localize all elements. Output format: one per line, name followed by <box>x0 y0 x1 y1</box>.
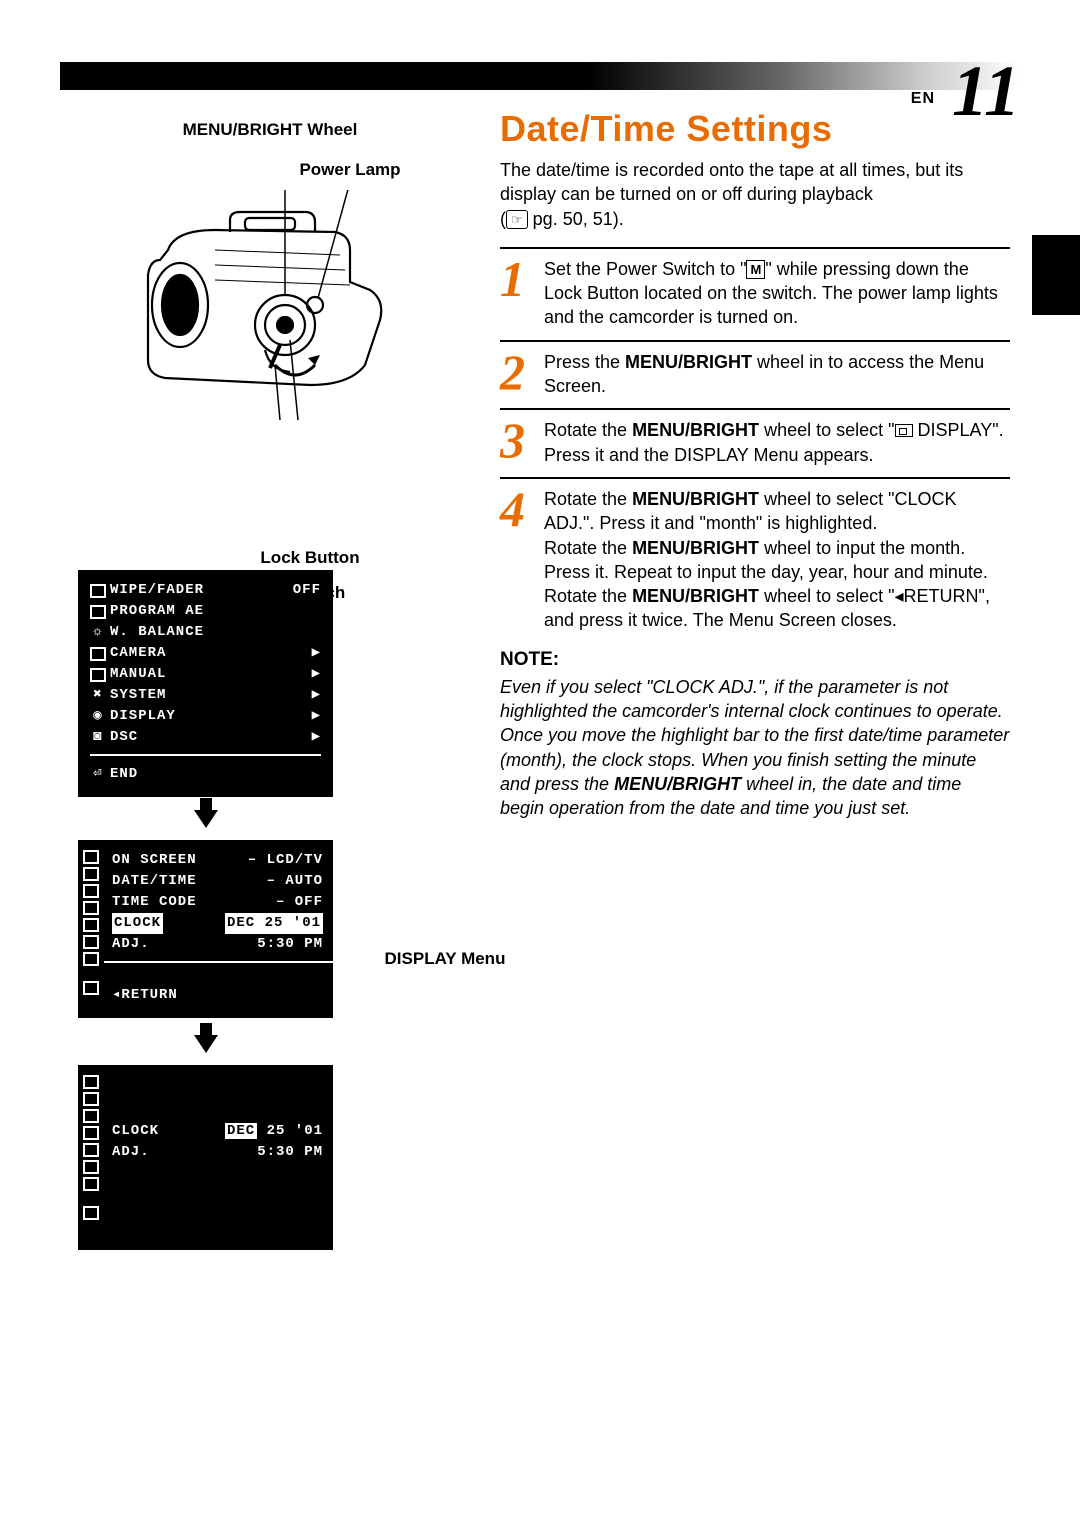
step-4: 4 Rotate the MENU/BRIGHT wheel to select… <box>500 477 1010 639</box>
step-text: Rotate the MENU/BRIGHT wheel to select "… <box>544 418 1010 467</box>
mini-icon <box>83 1109 99 1123</box>
left-column: MENU/BRIGHT Wheel Power Lamp <box>60 120 480 420</box>
m-mode-icon: M <box>746 260 765 280</box>
arrow-right-icon: ▶ <box>312 685 321 706</box>
section-title: Date/Time Settings <box>500 108 1010 150</box>
mini-icon <box>83 901 99 915</box>
mini-icon <box>83 1126 99 1140</box>
menu-item: DISPLAY <box>110 706 176 727</box>
menu-screen-2: ON SCREEN – LCD/TV DATE/TIME – AUTO TIME C… <box>78 840 333 1018</box>
mini-icon <box>83 1177 99 1191</box>
mini-icon <box>83 1075 99 1089</box>
icon-column <box>78 840 104 1018</box>
page-ref-icon: ☞ <box>506 210 528 230</box>
step-text: Rotate the MENU/BRIGHT wheel to select "… <box>544 487 1010 633</box>
down-arrow-icon <box>194 810 218 828</box>
label-lock-button: Lock Button <box>235 548 385 568</box>
step-number: 1 <box>500 257 536 330</box>
menu-item: WIPE/FADER <box>110 580 204 601</box>
mini-icon <box>83 850 99 864</box>
arrow-right-icon: ▶ <box>312 643 321 664</box>
camcorder-illustration <box>120 190 420 420</box>
mini-icon <box>83 1092 99 1106</box>
return-icon: ⏎ <box>90 764 106 785</box>
right-column: Date/Time Settings The date/time is reco… <box>500 108 1010 821</box>
menu-val: – LCD/TV <box>248 850 323 871</box>
label-display-menu: DISPLAY Menu <box>370 949 520 969</box>
mini-icon <box>83 867 99 881</box>
menu-item: MANUAL <box>110 664 166 685</box>
menu-screen-1: WIPE/FADER OFF PROGRAM AE ☼W. BALANCE CAM… <box>78 570 333 797</box>
return-icon <box>83 981 99 995</box>
mini-icon <box>83 1160 99 1174</box>
header-bar <box>60 62 1020 90</box>
menu-return: ◂RETURN <box>112 985 178 1006</box>
clock-label: CLOCK <box>112 1121 159 1142</box>
mini-icon <box>83 918 99 932</box>
menu-screen-3: CLOCK DEC 25 '01 ADJ. 5:30 PM <box>78 1065 333 1250</box>
step-text: Set the Power Switch to "M" while pressi… <box>544 257 1010 330</box>
intro-text: The date/time is recorded onto the tape … <box>500 158 1010 231</box>
menu-end: END <box>110 764 138 785</box>
dsc-icon: ◙ <box>90 727 106 748</box>
note-heading: NOTE: <box>500 649 1010 671</box>
mini-icon <box>83 935 99 949</box>
return-icon <box>83 1206 99 1220</box>
mini-icon <box>83 1143 99 1157</box>
icon-column <box>78 1065 104 1250</box>
program-icon <box>90 605 106 619</box>
menu-item: W. BALANCE <box>110 622 204 643</box>
menu-val: – AUTO <box>267 871 323 892</box>
adj-label: ADJ. <box>112 1142 150 1163</box>
step-number: 3 <box>500 418 536 467</box>
menu-item: CAMERA <box>110 643 166 664</box>
arrow-right-icon: ▶ <box>312 727 321 748</box>
wipe-icon <box>90 584 106 598</box>
camcorder-svg <box>120 190 420 420</box>
menu-key: TIME CODE <box>112 892 197 913</box>
menu-key: ADJ. <box>112 934 150 955</box>
note-body: Even if you select "CLOCK ADJ.", if the … <box>500 675 1010 821</box>
arrow-right-icon: ▶ <box>312 664 321 685</box>
label-menu-wheel: MENU/BRIGHT Wheel <box>160 120 380 140</box>
system-icon: ✖ <box>90 685 106 706</box>
step-number: 4 <box>500 487 536 633</box>
step-2: 2 Press the MENU/BRIGHT wheel in to acce… <box>500 340 1010 409</box>
menu-key: DATE/TIME <box>112 871 197 892</box>
menu-key: ON SCREEN <box>112 850 197 871</box>
menu-val: 5:30 PM <box>257 934 323 955</box>
clock-date: DEC 25 '01 <box>225 1121 323 1142</box>
step-3: 3 Rotate the MENU/BRIGHT wheel to select… <box>500 408 1010 477</box>
display-icon: ◉ <box>90 706 106 727</box>
menu-val-highlighted: DEC 25 '01 <box>225 913 323 934</box>
page-lang: EN <box>911 90 935 108</box>
wb-icon: ☼ <box>90 622 106 643</box>
menu-key-highlighted: CLOCK <box>112 913 163 934</box>
down-arrow-icon <box>194 1035 218 1053</box>
camera-icon <box>90 647 106 661</box>
side-tab <box>1032 235 1080 315</box>
label-power-lamp: Power Lamp <box>275 160 425 180</box>
steps-list: 1 Set the Power Switch to "M" while pres… <box>500 247 1010 639</box>
display-mode-icon <box>895 424 913 437</box>
menu-item: PROGRAM AE <box>110 601 204 622</box>
mini-icon <box>83 952 99 966</box>
step-1: 1 Set the Power Switch to "M" while pres… <box>500 247 1010 340</box>
clock-time: 5:30 PM <box>257 1142 323 1163</box>
mini-icon <box>83 884 99 898</box>
menu-item: DSC <box>110 727 138 748</box>
step-text: Press the MENU/BRIGHT wheel in to access… <box>544 350 1010 399</box>
menu-item: SYSTEM <box>110 685 166 706</box>
arrow-right-icon: ▶ <box>312 706 321 727</box>
menu-val: – OFF <box>276 892 323 913</box>
menu-value: OFF <box>293 580 321 601</box>
step-number: 2 <box>500 350 536 399</box>
manual-icon <box>90 668 106 682</box>
